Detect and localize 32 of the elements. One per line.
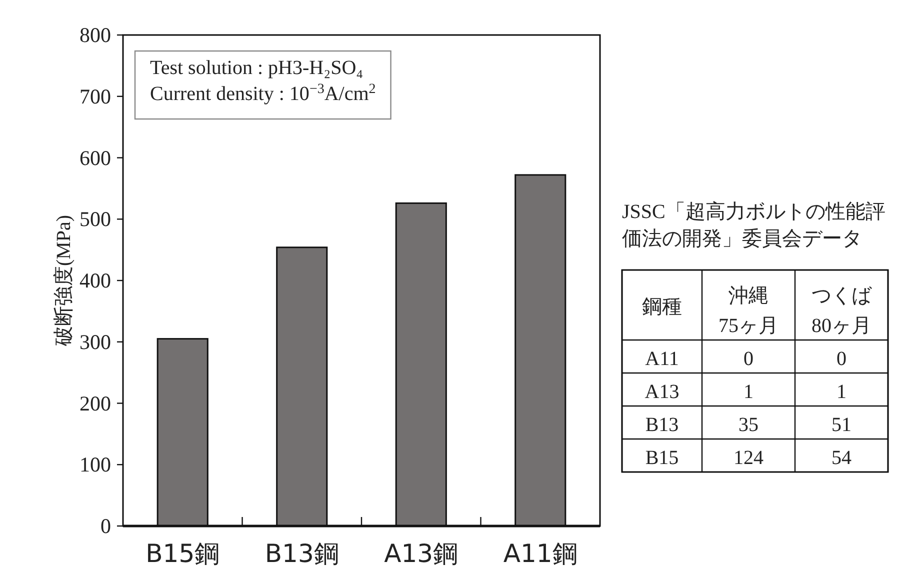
y-tick-label: 100 — [80, 452, 111, 477]
x-tick-label: A13鋼 — [384, 539, 458, 568]
y-tick-label: A11 — [645, 348, 679, 370]
y-tick-label: B15 — [645, 447, 679, 469]
y-tick-label: A13 — [644, 381, 680, 403]
x-tick-label: つくば 80ヶ月 — [812, 285, 872, 337]
x-tick-label: 沖縄 75ヶ月 — [718, 285, 778, 337]
chart-title: JSSC「超高力ボルトの性能評価法の開発」委員会データ — [622, 200, 886, 250]
y-tick-label: 500 — [80, 207, 111, 232]
y-axis-title: 鋼種 — [642, 296, 682, 318]
y-tick-label: 700 — [80, 84, 111, 108]
y-axis-title: 破断強度(MPa) — [53, 214, 75, 348]
data-label: 51 — [832, 414, 852, 436]
data-label: 1 — [744, 381, 754, 403]
y-tick-label: 600 — [80, 146, 111, 170]
data-label: 54 — [832, 447, 852, 469]
y-tick-label: 400 — [80, 268, 111, 292]
x-tick-label: B15鋼 — [146, 539, 220, 568]
data-label: 1 — [836, 381, 846, 403]
y-tick-label: 200 — [80, 391, 111, 416]
data-label: 0 — [744, 348, 754, 370]
data-label: 0 — [836, 348, 846, 370]
x-tick-label: A11鋼 — [503, 539, 578, 568]
y-tick-label: 300 — [80, 330, 111, 354]
data-label: 35 — [738, 414, 758, 436]
y-tick-label: 0 — [100, 514, 111, 538]
annotation: Test solution : pH3-H₂SO₄ — [150, 57, 364, 79]
y-tick-label: 800 — [80, 23, 111, 47]
x-tick-label: B13鋼 — [264, 539, 339, 568]
data-label: 124 — [734, 447, 764, 469]
annotation: Current density : 10$^{−3}$A/cm$^{2}$ — [150, 82, 376, 105]
y-tick-label: B13 — [645, 414, 679, 436]
